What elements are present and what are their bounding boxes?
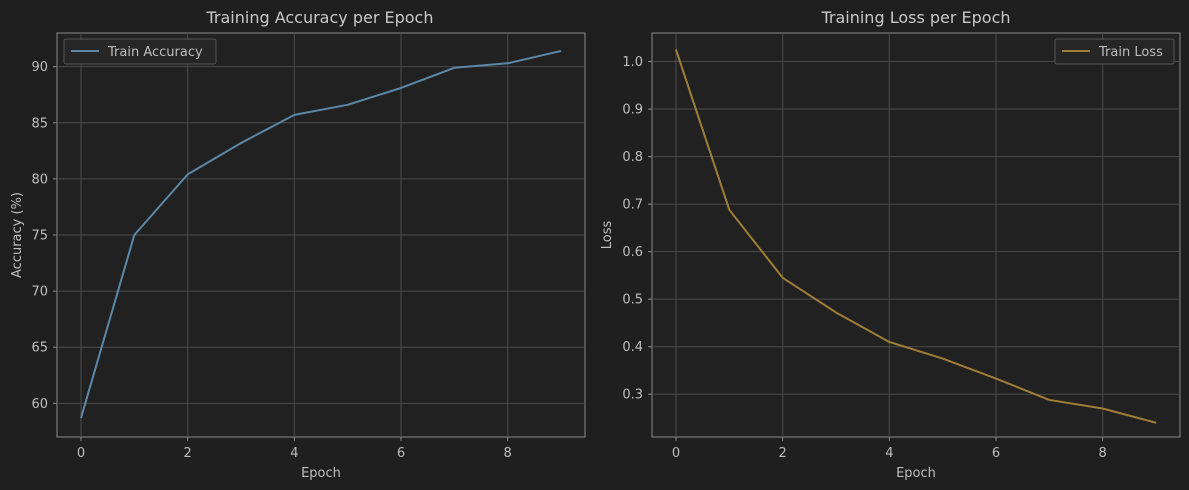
loss-chart: Training Loss per Epoch 0 2 4 6 8 0.3 0.4 0.5 0.… <box>600 8 1181 481</box>
loss-x-tick-label: 8 <box>1099 446 1107 461</box>
accuracy-y-tick-label: 60 <box>31 397 48 412</box>
loss-series-line <box>675 49 1157 424</box>
loss-y-tick-label: 0.6 <box>622 245 643 260</box>
accuracy-y-tick-label: 70 <box>31 285 48 300</box>
accuracy-y-tick-label: 65 <box>31 341 48 356</box>
loss-x-tick-label: 6 <box>992 446 1000 461</box>
accuracy-x-tick-label: 4 <box>290 446 298 461</box>
loss-legend: Train Loss <box>1054 38 1175 65</box>
accuracy-data-point <box>240 142 242 144</box>
accuracy-x-tick-label: 8 <box>504 446 512 461</box>
loss-y-tick-label: 1.0 <box>622 55 643 70</box>
accuracy-data-point <box>400 87 402 89</box>
accuracy-ticks: 0 2 4 6 8 60 65 70 75 80 85 90 <box>31 60 511 461</box>
accuracy-grid <box>57 33 585 437</box>
loss-plot-area <box>651 32 1181 438</box>
loss-data-point <box>728 209 730 211</box>
accuracy-lines <box>80 49 562 419</box>
loss-y-tick-label: 0.8 <box>622 150 643 165</box>
accuracy-data-point <box>453 67 455 69</box>
accuracy-legend: Train Accuracy <box>63 38 217 65</box>
accuracy-data-point <box>507 62 509 64</box>
accuracy-x-tick-label: 2 <box>184 446 192 461</box>
accuracy-series-line <box>80 49 562 419</box>
loss-data-point <box>888 341 890 343</box>
accuracy-data-point <box>80 417 82 419</box>
loss-y-tick-label: 0.3 <box>622 388 643 403</box>
accuracy-y-tick-label: 80 <box>31 172 48 187</box>
loss-data-point <box>1048 399 1050 401</box>
loss-y-tick-label: 0.4 <box>622 340 643 355</box>
loss-data-point <box>835 311 837 313</box>
accuracy-y-tick-label: 75 <box>31 229 48 244</box>
accuracy-data-point <box>347 104 349 106</box>
loss-data-point <box>782 277 784 279</box>
loss-x-tick-label: 2 <box>779 446 787 461</box>
accuracy-data-point <box>187 173 189 175</box>
accuracy-legend-label: Train Accuracy <box>107 45 203 60</box>
loss-y-tick-label: 0.7 <box>622 198 643 213</box>
loss-y-axis-label: Loss <box>600 221 615 250</box>
accuracy-data-point <box>560 50 562 52</box>
loss-data-point <box>942 358 944 360</box>
loss-ticks: 0 2 4 6 8 0.3 0.4 0.5 0.6 0.7 0.8 0.9 1.0 <box>622 55 1106 461</box>
accuracy-y-tick-label: 90 <box>31 60 48 75</box>
accuracy-x-tick-label: 6 <box>397 446 405 461</box>
accuracy-chart: Training Accuracy per Epoch 0 2 4 6 8 60 65 70 7… <box>10 8 586 481</box>
loss-chart-title: Training Loss per Epoch <box>820 8 1010 27</box>
loss-data-point <box>995 378 997 380</box>
accuracy-x-axis-label: Epoch <box>301 466 341 481</box>
loss-data-point <box>1155 422 1157 424</box>
loss-x-axis-label: Epoch <box>896 466 936 481</box>
loss-lines <box>675 49 1157 424</box>
accuracy-y-tick-label: 85 <box>31 116 48 131</box>
accuracy-chart-title: Training Accuracy per Epoch <box>205 8 433 27</box>
accuracy-y-axis-label: Accuracy (%) <box>10 192 25 278</box>
accuracy-x-tick-label: 0 <box>77 446 85 461</box>
loss-x-tick-label: 0 <box>672 446 680 461</box>
loss-data-point <box>1102 407 1104 409</box>
accuracy-legend-box <box>63 38 217 65</box>
accuracy-data-point <box>133 234 135 236</box>
loss-y-tick-label: 0.9 <box>622 103 643 118</box>
loss-legend-box <box>1054 38 1175 65</box>
loss-x-tick-label: 4 <box>885 446 893 461</box>
loss-data-point <box>675 49 677 51</box>
loss-grid <box>652 33 1180 437</box>
loss-y-tick-label: 0.5 <box>622 293 643 308</box>
loss-legend-label: Train Loss <box>1098 45 1163 60</box>
accuracy-data-point <box>293 114 295 116</box>
